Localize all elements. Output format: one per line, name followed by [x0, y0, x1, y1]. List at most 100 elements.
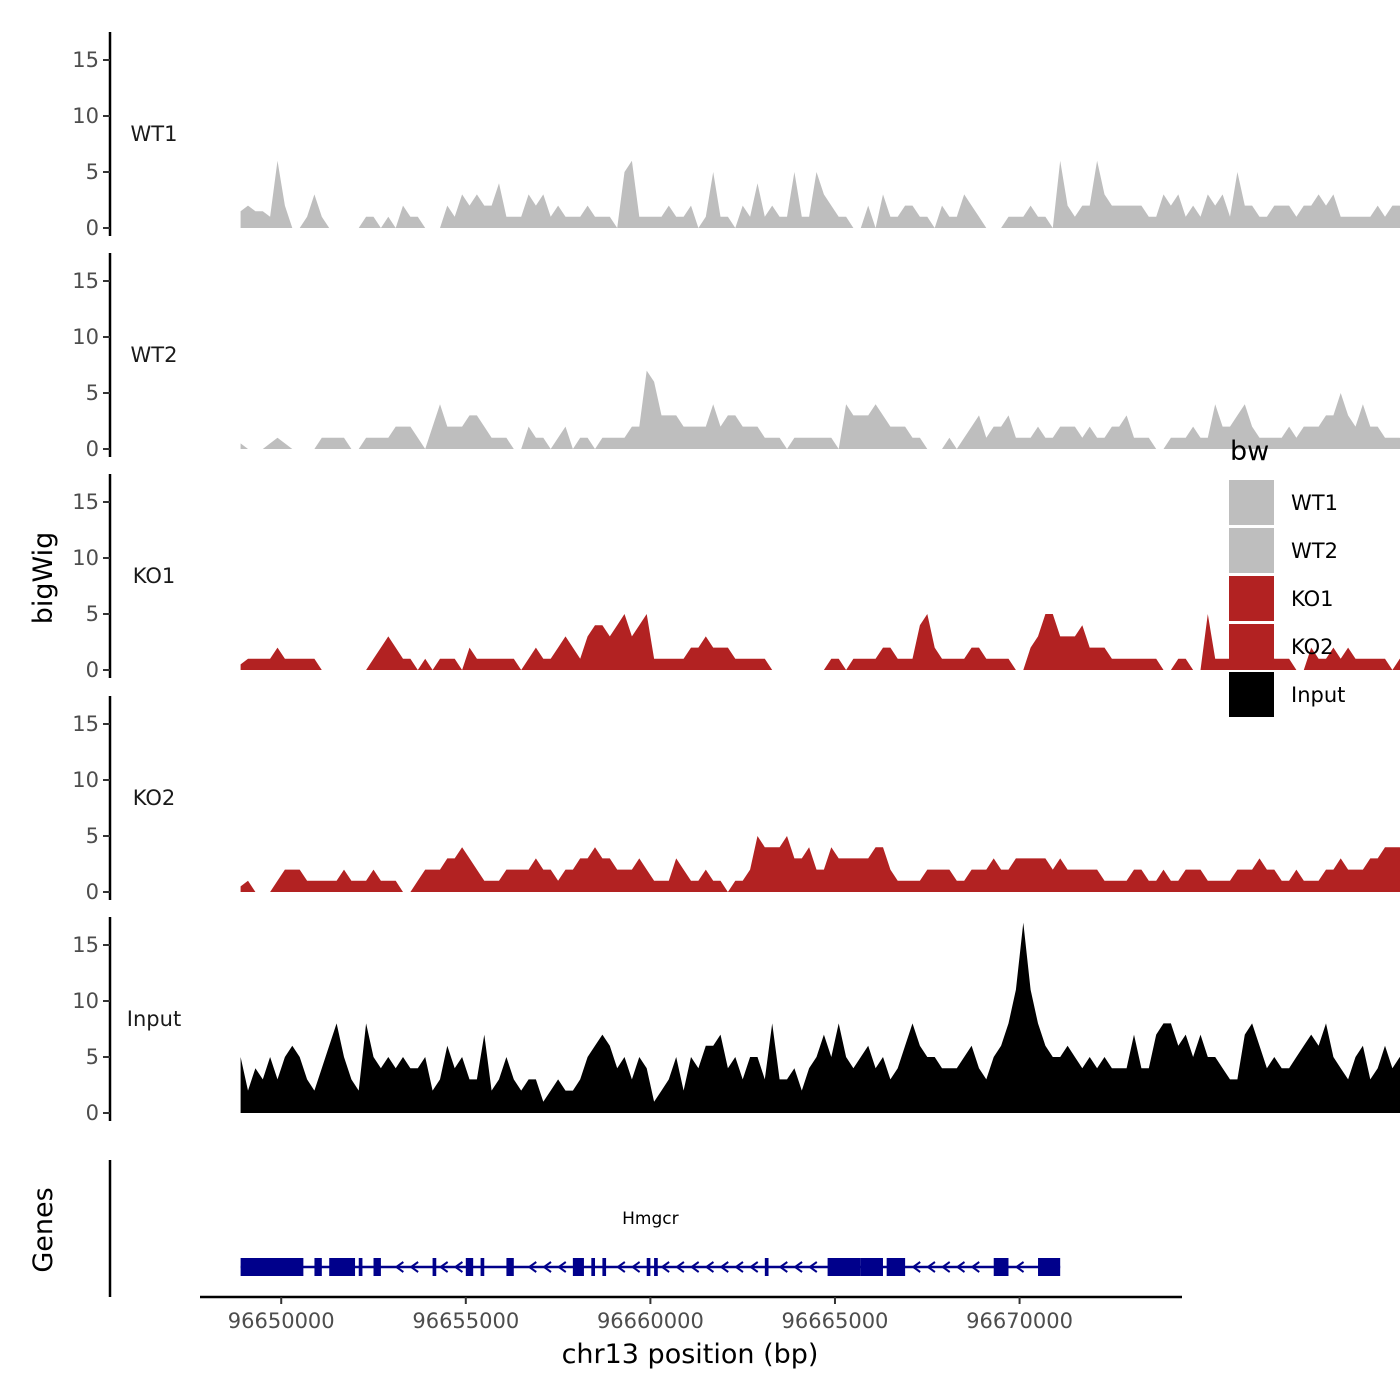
genes-panel: Hmgcr: [108, 1160, 1061, 1297]
gene-exon: [506, 1258, 514, 1276]
track-label: KO2: [133, 786, 176, 810]
y-tick-label: 15: [72, 712, 99, 736]
y-tick-label: 5: [86, 1045, 99, 1069]
track-wt1: 0 5 10 15 WT1: [72, 32, 1400, 240]
strand-arrow: [409, 1261, 419, 1273]
x-tick-label: 96650000: [228, 1309, 335, 1333]
strand-arrow: [778, 1261, 788, 1273]
strand-arrow: [394, 1261, 404, 1273]
x-tick-label: 96670000: [966, 1309, 1073, 1333]
strand-arrow: [704, 1261, 715, 1273]
strand-arrow: [630, 1261, 641, 1273]
y-tick-label: 5: [86, 381, 99, 405]
legend-label-ko2: KO2: [1291, 635, 1334, 659]
track-ko1: 0 5 10 15 KO1: [72, 474, 1400, 682]
legend: bw WT1 WT2 KO1 KO2 Input: [1229, 436, 1345, 717]
coverage-tracks: 0 5 10 15 WT1 0 5 10 15 WT2 0 5 10 15 KO1 0 5 10 15 KO2 0 5 10…: [72, 32, 1400, 1125]
track-label: Input: [127, 1007, 181, 1031]
gene-exon: [240, 1258, 304, 1276]
x-axis-title: chr13 position (bp): [562, 1339, 819, 1370]
gene-exon: [654, 1258, 658, 1276]
strand-arrow: [542, 1261, 552, 1273]
y-tick-label: 5: [86, 160, 99, 184]
legend-title: bw: [1230, 436, 1269, 467]
y-tick-label: 0: [86, 880, 99, 904]
gene-name: Hmgcr: [622, 1209, 678, 1229]
legend-label-wt1: WT1: [1291, 491, 1338, 515]
y-tick-label: 10: [72, 325, 99, 349]
y-tick-label: 10: [72, 989, 99, 1013]
gene-exon: [827, 1258, 861, 1276]
y-tick-label: 0: [86, 216, 99, 240]
gene-exon: [432, 1258, 437, 1276]
legend-swatch-input: [1229, 672, 1274, 717]
strand-arrow: [1014, 1261, 1025, 1273]
gene-exon: [373, 1258, 381, 1276]
strand-arrow: [719, 1261, 729, 1273]
gene-exon: [314, 1258, 322, 1276]
strand-arrow: [689, 1261, 700, 1273]
legend-swatch-wt1: [1229, 480, 1274, 525]
strand-arrow: [911, 1261, 921, 1273]
gene-exon: [602, 1258, 607, 1276]
strand-arrow: [970, 1261, 980, 1273]
y-tick-label: 5: [86, 824, 99, 848]
strand-arrow: [734, 1261, 744, 1273]
gene-exon: [993, 1258, 1009, 1276]
gene-exon: [572, 1258, 584, 1276]
x-tick-label: 96660000: [597, 1309, 704, 1333]
y-tick-label: 0: [86, 658, 99, 682]
coverage-area-wt2: [240, 370, 1400, 449]
strand-arrow: [527, 1261, 537, 1273]
coverage-area-wt1: [240, 160, 1400, 228]
legend-swatch-ko2: [1229, 624, 1274, 669]
track-label: KO1: [133, 564, 176, 588]
y-tick-label: 0: [86, 437, 99, 461]
y-tick-label: 10: [72, 768, 99, 792]
strand-arrow: [438, 1261, 449, 1273]
strand-arrow: [793, 1261, 803, 1273]
strand-arrow: [616, 1261, 626, 1273]
genes-axis-title: Genes: [28, 1187, 59, 1272]
legend-swatch-wt2: [1229, 528, 1274, 573]
y-tick-label: 0: [86, 1101, 99, 1125]
y-tick-label: 15: [72, 48, 99, 72]
x-tick-label: 96655000: [412, 1309, 519, 1333]
strand-arrow: [808, 1261, 818, 1273]
x-tick-label: 96665000: [782, 1309, 889, 1333]
y-tick-label: 10: [72, 546, 99, 570]
gene-exon: [860, 1258, 883, 1276]
strand-arrow: [453, 1261, 464, 1273]
gene-exon: [465, 1258, 474, 1276]
y-tick-label: 15: [72, 490, 99, 514]
legend-label-ko1: KO1: [1291, 587, 1334, 611]
track-wt2: 0 5 10 15 WT2: [72, 253, 1400, 461]
gene-exon: [329, 1258, 356, 1276]
y-tick-label: 15: [72, 269, 99, 293]
strand-arrow: [660, 1261, 670, 1273]
strand-arrow: [926, 1261, 936, 1273]
track-ko2: 0 5 10 15 KO2: [72, 696, 1400, 904]
gene-exon: [1038, 1258, 1061, 1276]
coverage-area-input: [240, 922, 1400, 1113]
y-axis-title: bigWig: [28, 532, 59, 625]
strand-arrow: [749, 1261, 759, 1273]
strand-arrow: [557, 1261, 567, 1273]
gene-exon: [886, 1258, 906, 1276]
y-tick-label: 5: [86, 602, 99, 626]
coverage-area-ko2: [240, 836, 1400, 892]
strand-arrow: [675, 1261, 685, 1273]
track-label: WT2: [131, 343, 178, 367]
gene-exon: [764, 1258, 769, 1276]
x-axis: 96650000 96655000 96660000 96665000 96670000: [200, 1295, 1182, 1333]
gene-exon: [480, 1258, 485, 1276]
y-tick-label: 15: [72, 933, 99, 957]
track-input: 0 5 10 15 Input: [72, 917, 1400, 1125]
y-tick-label: 10: [72, 104, 99, 128]
legend-label-wt2: WT2: [1291, 539, 1338, 563]
gene-exon: [358, 1258, 363, 1276]
legend-label-input: Input: [1291, 683, 1345, 707]
gene-exon: [646, 1258, 651, 1276]
coverage-area-ko1: [240, 614, 1400, 670]
